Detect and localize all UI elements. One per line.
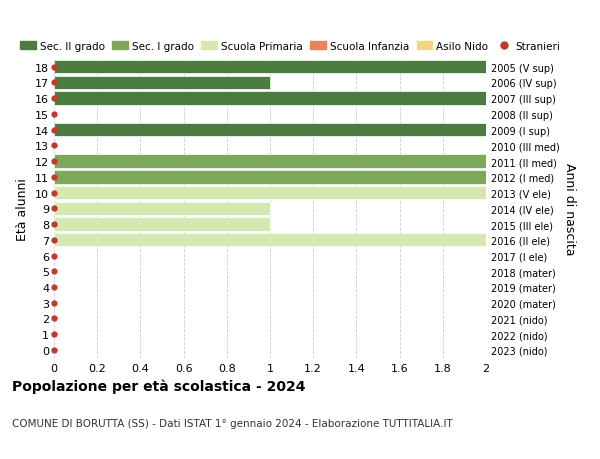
Y-axis label: Anni di nascita: Anni di nascita: [563, 162, 576, 255]
Bar: [54, 92, 486, 106]
Text: Popolazione per età scolastica - 2024: Popolazione per età scolastica - 2024: [12, 379, 305, 393]
Bar: [54, 123, 486, 137]
Bar: [54, 218, 270, 231]
Bar: [54, 186, 486, 200]
Bar: [54, 234, 486, 247]
Y-axis label: Età alunni: Età alunni: [16, 178, 29, 240]
Bar: [54, 171, 486, 184]
Bar: [54, 155, 486, 168]
Text: COMUNE DI BORUTTA (SS) - Dati ISTAT 1° gennaio 2024 - Elaborazione TUTTITALIA.IT: COMUNE DI BORUTTA (SS) - Dati ISTAT 1° g…: [12, 418, 453, 428]
Bar: [54, 202, 270, 216]
Bar: [54, 61, 486, 74]
Bar: [54, 77, 270, 90]
Legend: Sec. II grado, Sec. I grado, Scuola Primaria, Scuola Infanzia, Asilo Nido, Stran: Sec. II grado, Sec. I grado, Scuola Prim…: [20, 41, 560, 51]
